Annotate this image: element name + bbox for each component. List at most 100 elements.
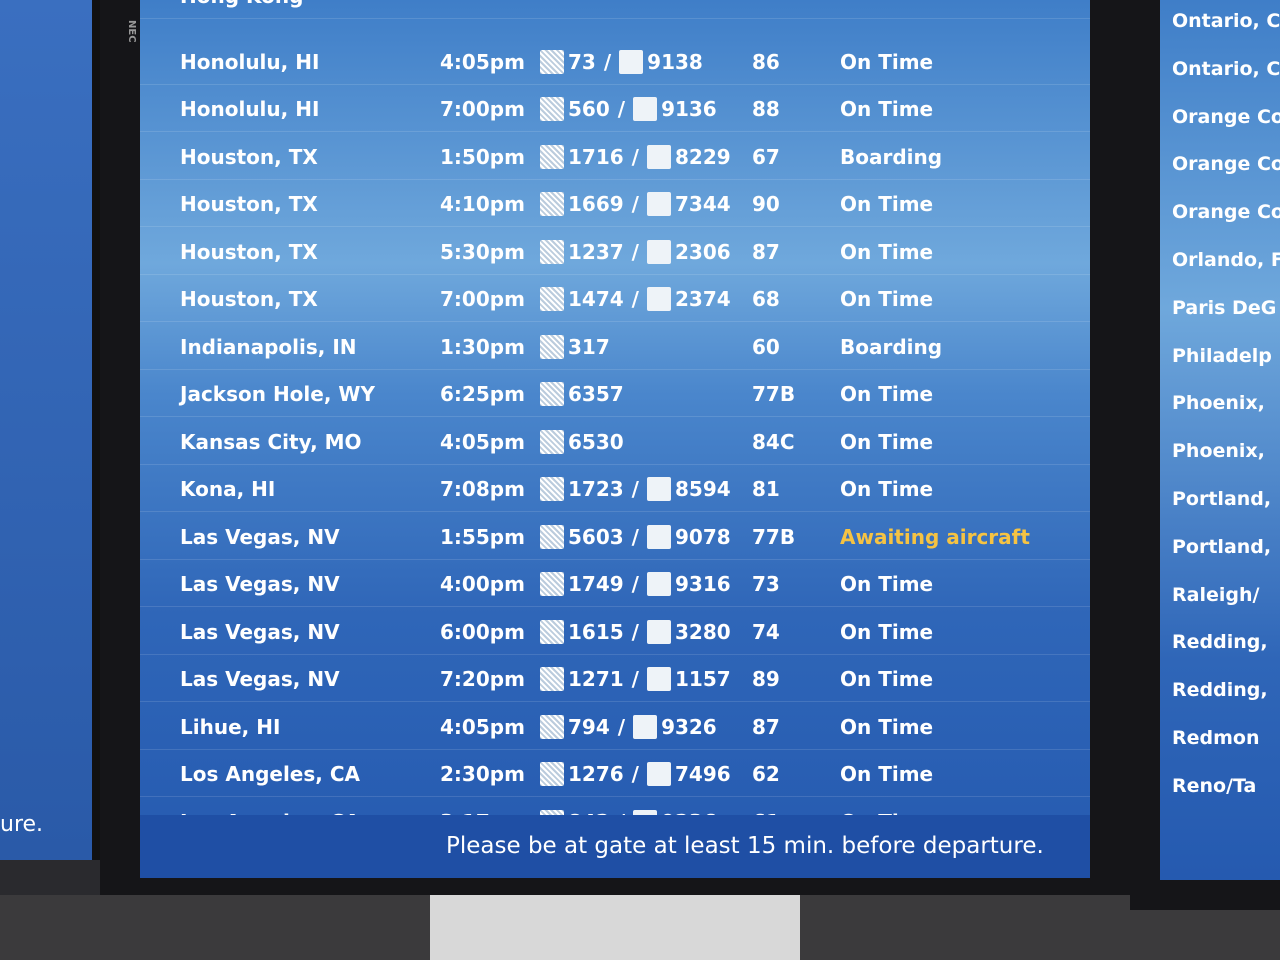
codeshare-separator: /	[631, 144, 639, 169]
flight-numbers: 5603 / 9078	[540, 524, 731, 549]
flight-row: Houston, TX 5:30pm 1237 / 2306 87 On Time	[140, 228, 1090, 275]
codeshare-flight-number: 9326	[661, 714, 717, 739]
gate: 90	[752, 192, 780, 216]
airline-logo-icon	[540, 382, 564, 406]
flight-status: On Time	[840, 382, 934, 406]
destination: Redding,	[1172, 679, 1268, 702]
destination: Las Vegas, NV	[180, 619, 340, 644]
codeshare-separator: /	[617, 97, 626, 121]
flight-status: On Time	[840, 667, 934, 691]
destination: Honolulu, HI	[180, 49, 320, 74]
gate: 73	[752, 572, 780, 596]
destination: Los Angeles, CA	[180, 762, 360, 786]
gate: 62	[752, 762, 780, 786]
airline-logo-icon	[540, 287, 564, 311]
airline-logo-icon	[540, 49, 564, 74]
flight-number: 1237	[568, 239, 624, 264]
flight-numbers: 6530	[540, 429, 624, 454]
departure-time: 7:20pm	[440, 667, 525, 691]
destination: Redding,	[1172, 631, 1268, 654]
flight-status: On Time	[840, 239, 934, 264]
destination: Las Vegas, NV	[180, 667, 340, 691]
flight-numbers: 6357	[540, 382, 624, 406]
flight-row: Lihue, HI 4:05pm 794 / 9326 87 On Time	[140, 703, 1090, 750]
destination: Philadelp	[1172, 344, 1272, 367]
departure-time: 7:00pm	[440, 287, 525, 311]
destination: Houston, TX	[180, 144, 318, 169]
codeshare-separator: /	[631, 619, 639, 644]
departure-time: 4:05pm	[440, 49, 525, 74]
partner-logo-icon	[633, 714, 658, 739]
flight-number: 6530	[568, 429, 624, 454]
flight-status: Awaiting aircraft	[840, 524, 1030, 549]
gate: 88	[752, 97, 780, 121]
codeshare-separator: /	[631, 477, 639, 501]
destination: Hong Kong	[180, 0, 303, 8]
airline-logo-icon	[540, 619, 564, 644]
codeshare-flight-number: 1157	[674, 667, 731, 691]
codeshare-separator: /	[603, 49, 612, 74]
gate: 67	[752, 144, 780, 169]
codeshare-flight-number: 8594	[674, 477, 731, 501]
flight-status: On Time	[840, 97, 934, 121]
flight-number: 1474	[568, 287, 624, 311]
gate: 87	[752, 239, 780, 264]
codeshare-separator: /	[631, 762, 639, 786]
partner-logo-icon	[646, 239, 671, 264]
partner-logo-icon	[646, 572, 671, 596]
flight-numbers: 317	[540, 334, 610, 359]
flight-row: Honolulu, HI 4:05pm 73 / 9138 86 On Time	[140, 38, 1090, 85]
flight-row: Las Vegas, NV 7:20pm 1271 / 1157 89 On Time	[140, 655, 1090, 702]
departure-time: 1:50pm	[440, 144, 525, 169]
departure-time: 7:08pm	[440, 477, 525, 501]
flight-numbers: 1723 / 8594	[540, 477, 731, 501]
gate: 77B	[752, 524, 796, 549]
flight-number: 317	[568, 334, 610, 359]
partner-logo-icon	[646, 667, 671, 691]
flight-row: Honolulu, HI 7:00pm 560 / 9136 88 On Time	[140, 85, 1090, 132]
destination: Raleigh/	[1172, 583, 1260, 606]
flight-number: 1615	[568, 619, 624, 644]
departure-time: 4:00pm	[440, 572, 525, 596]
flight-numbers: 560 / 9136	[540, 97, 717, 121]
airline-logo-icon	[540, 477, 564, 501]
destination: Ontario, CA	[1172, 10, 1280, 32]
destination: Houston, TX	[180, 192, 318, 216]
flight-numbers: 794 / 9326	[540, 714, 717, 739]
destination: Kona, HI	[180, 477, 276, 501]
airline-logo-icon	[540, 239, 564, 264]
destination: Lihue, HI	[180, 714, 281, 739]
flight-status: Boarding	[840, 334, 943, 359]
footer-text: Please be at gate at least 15 min. befor…	[446, 833, 1044, 859]
codeshare-separator: /	[631, 287, 639, 311]
flight-row: Hong Kong	[140, 0, 1090, 19]
flight-number: 560	[568, 97, 610, 121]
partner-logo-icon	[646, 524, 671, 549]
partner-logo-icon	[646, 192, 671, 216]
departure-time: 4:05pm	[440, 429, 525, 454]
flight-number: 1723	[568, 477, 624, 501]
flight-row: Kona, HI 7:08pm 1723 / 8594 81 On Time	[140, 465, 1090, 512]
codeshare-flight-number: 9078	[674, 524, 731, 549]
flight-numbers: 73 / 9138	[540, 49, 703, 74]
destination: Orange Co	[1172, 201, 1280, 224]
codeshare-flight-number: 2306	[674, 239, 731, 264]
destination: Las Vegas, NV	[180, 572, 340, 596]
flight-number: 1749	[568, 572, 624, 596]
destination: Honolulu, HI	[180, 97, 320, 121]
codeshare-flight-number: 9316	[674, 572, 731, 596]
flight-numbers: 1716 / 8229	[540, 144, 731, 169]
destination: Houston, TX	[180, 287, 318, 311]
destination: Las Vegas, NV	[180, 524, 340, 549]
flight-numbers: 1271 / 1157	[540, 667, 731, 691]
airline-logo-icon	[540, 97, 564, 121]
flight-number: 1716	[568, 144, 624, 169]
destination: Reno/Ta	[1172, 774, 1257, 797]
gate: 86	[752, 49, 780, 74]
codeshare-flight-number: 3280	[674, 619, 731, 644]
flight-row: Las Vegas, NV 4:00pm 1749 / 9316 73 On Time	[140, 560, 1090, 607]
flight-numbers: 1237 / 2306	[540, 239, 731, 264]
flight-status: On Time	[840, 49, 934, 74]
flight-number: 5603	[568, 524, 624, 549]
flight-number: 73	[568, 49, 596, 74]
